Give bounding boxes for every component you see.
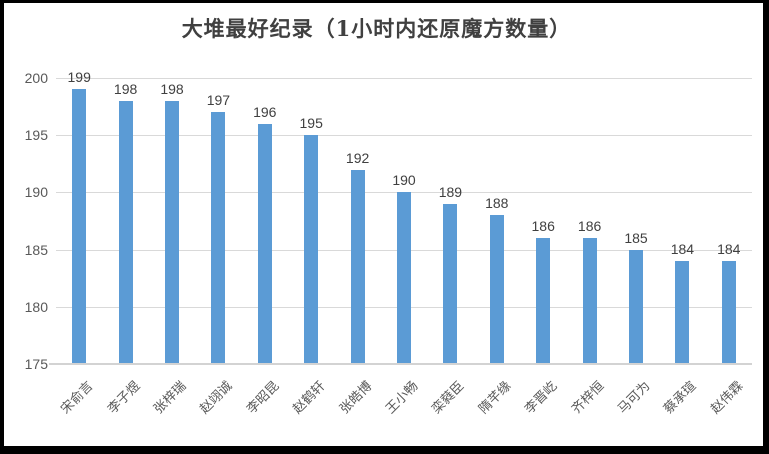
x-tick-label-张皓博: 张皓博 bbox=[336, 378, 376, 418]
bar-张梓瑞[interactable] bbox=[165, 100, 179, 364]
bar-李子煜[interactable] bbox=[118, 100, 133, 364]
bar-value-label: 198 bbox=[160, 80, 184, 97]
x-tick-label-王小畅: 王小畅 bbox=[383, 378, 422, 418]
bar-王小畅[interactable] bbox=[397, 192, 411, 364]
bar-value-label: 185 bbox=[624, 229, 648, 246]
bar-蔡承瑄[interactable] bbox=[675, 261, 690, 364]
bar-value-label: 196 bbox=[253, 103, 277, 120]
bar-赵翊诚[interactable] bbox=[211, 112, 226, 364]
y-tick-label-190: 190 bbox=[24, 184, 48, 201]
x-tick-label-隋芊缘: 隋芊缘 bbox=[476, 378, 515, 418]
gridline-200 bbox=[56, 78, 752, 79]
x-tick-label-赵伟霖: 赵伟霖 bbox=[708, 378, 747, 418]
bar-张皓博[interactable] bbox=[350, 169, 365, 364]
bar-隋芊缘[interactable] bbox=[489, 215, 504, 364]
gridline-195 bbox=[56, 135, 752, 137]
bar-value-label: 186 bbox=[577, 218, 602, 235]
bar-栾蕤臣[interactable] bbox=[443, 203, 458, 364]
y-tick-label-200: 200 bbox=[24, 70, 48, 86]
x-tick-label-栾蕤臣: 栾蕤臣 bbox=[429, 378, 468, 418]
bar-李晋屹[interactable] bbox=[536, 238, 551, 364]
x-tick-label-赵翊诚: 赵翊诚 bbox=[197, 378, 236, 418]
bar-马可为[interactable] bbox=[629, 249, 643, 364]
bar-赵鹤轩[interactable] bbox=[304, 135, 319, 364]
y-tick-label-180: 180 bbox=[24, 298, 48, 315]
bar-value-label: 197 bbox=[206, 92, 231, 109]
x-tick-label-张梓瑞: 张梓瑞 bbox=[151, 378, 190, 418]
bar-value-label: 198 bbox=[113, 80, 138, 97]
bar-value-label: 189 bbox=[438, 183, 463, 200]
bar-value-label: 192 bbox=[345, 149, 370, 166]
x-tick-label-齐梓恒: 齐梓恒 bbox=[568, 378, 608, 418]
bar-齐梓恒[interactable] bbox=[582, 238, 597, 364]
bar-value-label: 199 bbox=[67, 69, 91, 86]
y-tick-label-195: 195 bbox=[24, 127, 48, 144]
bar-宋俞言[interactable] bbox=[72, 89, 87, 364]
x-axis-line bbox=[49, 363, 752, 365]
bar-value-label: 184 bbox=[670, 241, 695, 258]
plot-area: 175 180 185 190 195 200 199 198 198 197 196 195 192… bbox=[25, 69, 752, 417]
x-tick-label-赵鹤轩: 赵鹤轩 bbox=[290, 378, 329, 418]
bar-value-label: 188 bbox=[485, 195, 509, 212]
bar-value-label: 195 bbox=[299, 115, 323, 132]
bar-value-label: 186 bbox=[531, 218, 555, 235]
x-tick-label-蔡承瑄: 蔡承瑄 bbox=[661, 378, 700, 418]
bar-赵伟霖[interactable] bbox=[721, 261, 736, 364]
y-tick-label-185: 185 bbox=[24, 241, 48, 258]
chart-title: 大堆最好纪录（1小时内还原魔方数量） bbox=[181, 16, 572, 41]
bar-value-label: 184 bbox=[717, 241, 741, 258]
x-tick-label-李昭昆: 李昭昆 bbox=[244, 378, 283, 418]
x-tick-label-马可为: 马可为 bbox=[615, 378, 654, 418]
x-tick-label-李子煜: 李子煜 bbox=[104, 378, 144, 418]
y-tick-label-175: 175 bbox=[24, 356, 48, 372]
x-tick-label-李晋屹: 李晋屹 bbox=[522, 378, 561, 418]
bar-李昭昆[interactable] bbox=[257, 123, 272, 364]
bar-value-label: 190 bbox=[392, 172, 416, 189]
x-tick-label-宋俞言: 宋俞言 bbox=[58, 378, 97, 418]
